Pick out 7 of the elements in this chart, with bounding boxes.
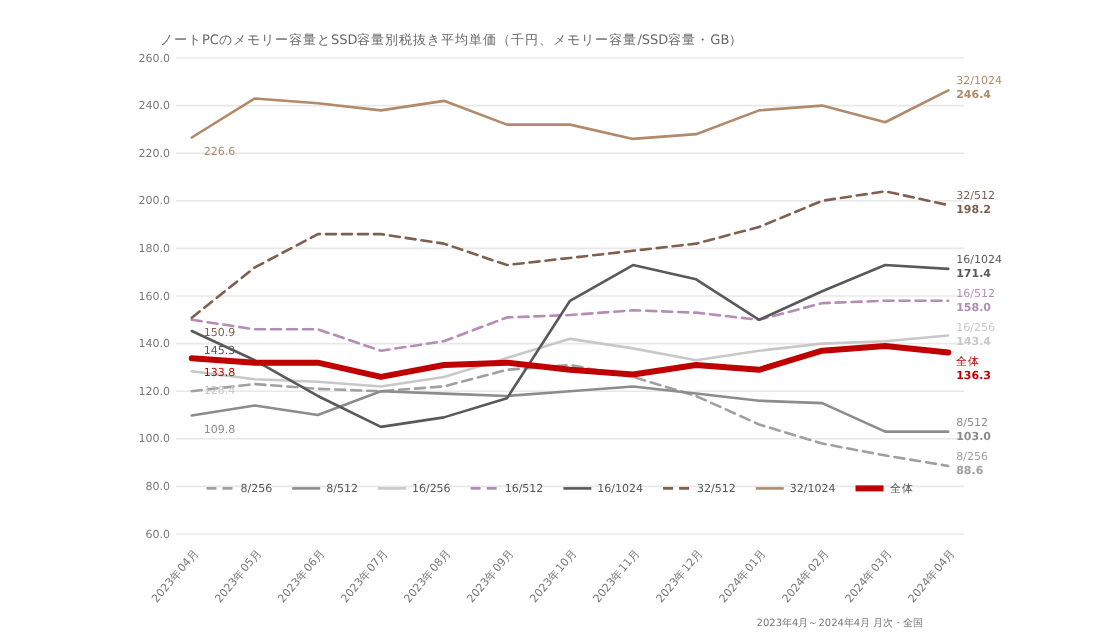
line-series: [190, 334, 950, 388]
line-series: [190, 385, 950, 433]
line-series: [188, 342, 952, 380]
line-series: [190, 89, 950, 141]
line-series: [190, 363, 950, 468]
line-series: [190, 189, 950, 319]
line-series: [190, 299, 950, 353]
